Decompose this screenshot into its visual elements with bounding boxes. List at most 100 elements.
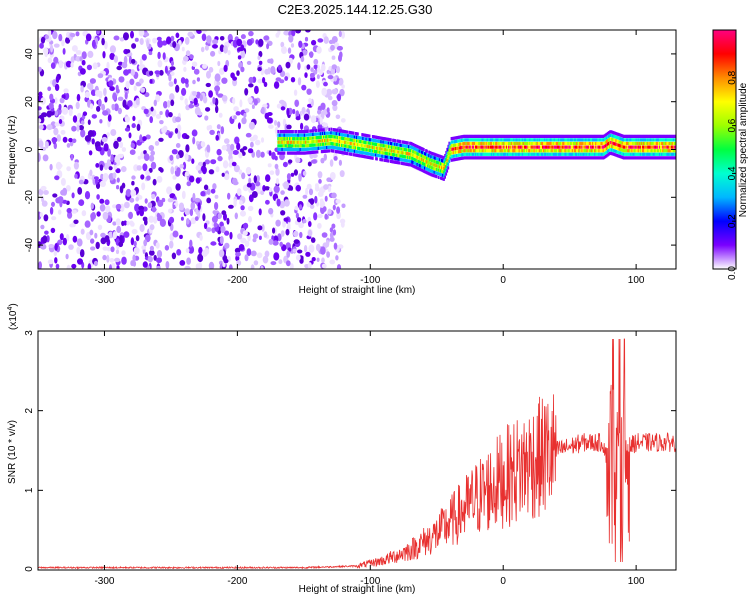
heatmap-cell (461, 156, 463, 160)
heatmap-cell (281, 137, 284, 141)
heatmap-cell (522, 138, 525, 142)
heatmap-cell (316, 257, 320, 262)
heatmap-cell (428, 172, 430, 176)
heatmap-cell (415, 162, 418, 166)
heatmap-cell (581, 134, 584, 138)
heatmap-cell (311, 150, 314, 154)
heatmap-cell (192, 192, 196, 202)
heatmap-cell (494, 134, 496, 138)
heatmap-cell (660, 141, 662, 146)
heatmap-cell (504, 152, 507, 156)
heatmap-cell (581, 141, 584, 146)
heatmap-cell (609, 148, 611, 152)
heatmap-cell (594, 152, 596, 156)
heatmap-cell (645, 141, 647, 146)
heatmap-cell (51, 201, 55, 207)
heatmap-cell (510, 152, 512, 156)
heatmap-cell (67, 211, 73, 219)
heatmap-cell (623, 141, 626, 146)
heatmap-cell (404, 162, 407, 166)
x-tick-label: -300 (94, 275, 114, 286)
heatmap-cell (164, 245, 170, 251)
heatmap-cell (533, 145, 536, 149)
heatmap-cell (110, 246, 115, 253)
heatmap-cell (107, 148, 111, 157)
heatmap-cell (439, 176, 442, 180)
heatmap-cell (633, 141, 636, 146)
heatmap-cell (239, 200, 243, 206)
heatmap-cell (595, 156, 597, 160)
heatmap-cell (571, 145, 574, 149)
heatmap-cell (217, 155, 223, 162)
heatmap-cell (587, 149, 590, 153)
heatmap-cell (583, 138, 586, 142)
heatmap-cell (282, 161, 288, 168)
heatmap-cell (358, 136, 360, 140)
heatmap-cell (80, 120, 85, 125)
heatmap-cell (640, 138, 643, 142)
heatmap-cell (401, 147, 404, 151)
heatmap-cell (382, 147, 385, 151)
heatmap-cell (426, 163, 428, 168)
heatmap-cell (536, 145, 539, 149)
heatmap-cell (404, 151, 407, 155)
heatmap-cell (316, 132, 319, 136)
heatmap-cell (341, 147, 343, 151)
heatmap-cell (592, 145, 594, 149)
heatmap-cell (577, 149, 579, 153)
heatmap-cell (360, 143, 362, 147)
heatmap-cell (496, 149, 499, 153)
heatmap-cell (556, 141, 559, 146)
heatmap-cell (625, 152, 627, 156)
heatmap-cell (442, 177, 444, 181)
heatmap-cell (422, 158, 425, 162)
heatmap-cell (148, 215, 155, 223)
heatmap-cell (455, 143, 458, 147)
heatmap-cell (234, 136, 240, 145)
heatmap-cell (176, 167, 181, 175)
heatmap-cell (385, 141, 388, 145)
heatmap-cell (280, 130, 283, 134)
heatmap-cell (660, 156, 662, 160)
heatmap-cell (668, 141, 671, 146)
heatmap-cell (584, 149, 587, 153)
heatmap-cell (550, 138, 553, 142)
heatmap-cell (431, 162, 434, 166)
heatmap-cell (486, 145, 489, 149)
heatmap-cell (96, 194, 100, 200)
heatmap-cell (541, 134, 543, 138)
heatmap-cell (550, 145, 553, 149)
heatmap-cell (474, 152, 476, 156)
heatmap-cell (652, 141, 655, 146)
heatmap-cell (54, 243, 58, 251)
heatmap-cell (662, 134, 664, 138)
heatmap-cell (424, 162, 426, 167)
heatmap-cell (371, 145, 374, 149)
spectrogram-heatmap (38, 30, 676, 269)
heatmap-cell (336, 45, 343, 51)
heatmap-cell (466, 145, 469, 149)
heatmap-cell (329, 159, 334, 167)
heatmap-cell (353, 149, 356, 153)
heatmap-cell (531, 149, 534, 153)
heatmap-cell (301, 130, 304, 134)
heatmap-cell (154, 70, 161, 75)
heatmap-cell (527, 141, 529, 146)
heatmap-cell (200, 141, 206, 148)
heatmap-cell (282, 133, 285, 137)
heatmap-cell (387, 148, 390, 152)
heatmap-cell (628, 156, 630, 160)
heatmap-cell (165, 109, 170, 118)
heatmap-cell (495, 138, 497, 142)
heatmap-cell (451, 154, 454, 158)
heatmap-cell (525, 149, 527, 153)
heatmap-cell (203, 222, 208, 230)
heatmap-cell (401, 140, 404, 144)
heatmap-cell (600, 152, 603, 156)
heatmap-cell (485, 138, 488, 142)
snr-line (38, 338, 676, 570)
heatmap-cell (195, 164, 201, 171)
heatmap-cell (576, 134, 578, 138)
heatmap-cell (646, 152, 648, 156)
heatmap-cell (405, 151, 408, 156)
